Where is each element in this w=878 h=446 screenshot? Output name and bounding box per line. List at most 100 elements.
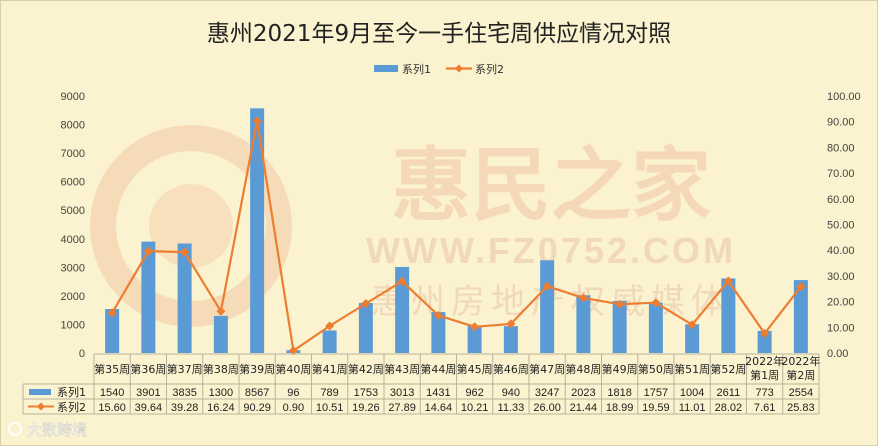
point xyxy=(252,116,262,126)
legend: 系列1 系列2 xyxy=(374,62,504,76)
point xyxy=(325,321,335,331)
bar xyxy=(105,309,120,353)
bar xyxy=(503,326,518,353)
watermark-layer: 惠民之家 WWW.FZ0752.COM 惠州房地产权威媒体 xyxy=(90,125,733,327)
table-cell-series1: 789 xyxy=(320,387,338,399)
point xyxy=(216,306,226,316)
y-right-tick-label: 60.00 xyxy=(827,194,855,206)
y-left-tick-label: 7000 xyxy=(61,148,85,160)
table-cell-series1: 773 xyxy=(755,387,773,399)
y-right-tick-label: 70.00 xyxy=(827,168,855,180)
table-cell-series2: 10.21 xyxy=(461,402,489,414)
point xyxy=(288,346,298,356)
point xyxy=(687,320,697,330)
point xyxy=(433,310,443,320)
table-cell-series2: 39.28 xyxy=(171,402,199,414)
point xyxy=(723,276,733,286)
table-cell-series2: 26.00 xyxy=(533,402,561,414)
data-table: 第35周 第36周 第37周 第38周 第39周 第40周 第41周 第42周 第43周 第44周… xyxy=(22,353,820,415)
table-cell-series2: 28.02 xyxy=(715,402,743,414)
table-cell-series2: 16.24 xyxy=(207,402,235,414)
y-left-tick-label: 1000 xyxy=(61,319,85,331)
point xyxy=(651,298,661,308)
bar xyxy=(395,266,410,353)
row-header-series1: 系列1 xyxy=(57,385,86,399)
bar xyxy=(358,302,373,353)
category-label: 第45周 xyxy=(457,362,493,376)
bar xyxy=(685,324,700,353)
table-cell-series2: 18.99 xyxy=(606,402,634,414)
table-cell-series2: 11.33 xyxy=(498,402,525,414)
corner-logo-icon xyxy=(8,422,22,436)
bar xyxy=(250,108,265,353)
bar xyxy=(322,330,337,353)
bar xyxy=(540,260,555,353)
table-cell-series1: 2023 xyxy=(571,387,595,399)
category-label: 第49周 xyxy=(602,362,638,376)
table-cell-series1: 1300 xyxy=(209,387,233,399)
category-label: 第38周 xyxy=(203,362,239,376)
bar xyxy=(141,241,156,353)
row-key-marker xyxy=(37,402,45,411)
point xyxy=(107,308,117,318)
point xyxy=(361,299,371,309)
axes: 0 1000 2000 3000 4000 5000 6000 7000 8000 9000 0.0… xyxy=(61,91,861,360)
category-label: 第40周 xyxy=(275,362,311,376)
bar xyxy=(648,302,663,353)
corner-watermark-text: 大数跨境 xyxy=(27,421,87,439)
category-label-line2: 第1周 xyxy=(750,368,779,382)
table-cell-series2: 10.51 xyxy=(316,402,344,414)
category-label: 第51周 xyxy=(674,362,710,376)
y-right-tick-label: 10.00 xyxy=(827,322,855,334)
bar xyxy=(757,330,772,353)
bar xyxy=(721,278,736,353)
table-cell-series1: 2554 xyxy=(789,387,813,399)
point xyxy=(542,281,552,291)
table-cell-series1: 962 xyxy=(465,387,483,399)
category-label: 第52周 xyxy=(710,362,746,376)
category-label: 第50周 xyxy=(638,362,674,376)
category-label: 第46周 xyxy=(493,362,529,376)
bar xyxy=(431,312,446,353)
point xyxy=(796,282,806,292)
category-label: 第44周 xyxy=(420,362,456,376)
point xyxy=(143,246,153,256)
legend-bar-swatch xyxy=(374,65,398,72)
point xyxy=(506,319,516,329)
category-label-line1: 2022年 xyxy=(781,354,820,368)
bar xyxy=(467,325,482,353)
watermark-logo-core xyxy=(149,184,233,268)
y-right-tick-label: 100.00 xyxy=(827,91,861,103)
y-right-tick-label: 0.00 xyxy=(827,348,848,360)
category-label: 第48周 xyxy=(565,362,601,376)
legend-line-marker xyxy=(455,64,463,73)
y-left-tick-label: 8000 xyxy=(61,120,85,132)
table-cell-series1: 1757 xyxy=(644,387,668,399)
bar xyxy=(177,243,192,353)
category-label: 第39周 xyxy=(239,362,275,376)
table-cell-series1: 1431 xyxy=(426,387,450,399)
y-left-tick-label: 3000 xyxy=(61,262,85,274)
table-cell-series1: 1753 xyxy=(354,387,378,399)
table-cell-series2: 14.64 xyxy=(425,402,453,414)
y-right-tick-label: 40.00 xyxy=(827,245,855,257)
table-cell-series1: 2611 xyxy=(717,387,741,399)
category-label: 第41周 xyxy=(312,362,348,376)
y-right-tick-label: 30.00 xyxy=(827,271,855,283)
table-cell-series2: 15.60 xyxy=(98,402,126,414)
category-label: 第47周 xyxy=(529,362,565,376)
bar xyxy=(612,301,627,353)
y-left-tick-label: 6000 xyxy=(61,177,85,189)
bar xyxy=(213,315,228,353)
table-cell-series1: 1540 xyxy=(100,387,124,399)
table-cell-series2: 21.44 xyxy=(570,402,598,414)
point xyxy=(180,247,190,257)
category-label: 第35周 xyxy=(94,362,130,376)
bar xyxy=(793,280,808,353)
table-cell-series2: 11.01 xyxy=(679,402,706,414)
table-cell-series2: 25.83 xyxy=(787,402,815,414)
table-cell-series2: 0.90 xyxy=(283,402,304,414)
corner-watermark: 大数跨境 xyxy=(8,421,87,439)
